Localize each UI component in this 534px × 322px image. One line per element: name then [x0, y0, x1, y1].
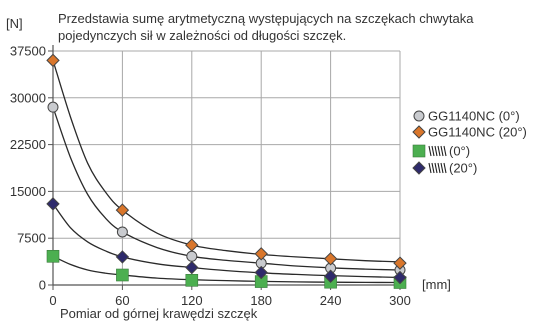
x-tick-labels: 0 60 120 180 240 300 [49, 293, 410, 308]
legend-item-3: (20°) [412, 161, 477, 176]
data-point-series-3 [254, 265, 268, 280]
data-point-series-1 [393, 256, 407, 270]
y-tick-label: 0 [39, 278, 46, 293]
legend-label: (0°) [449, 144, 470, 159]
x-unit-label: [mm] [422, 277, 451, 292]
series-curve-1 [52, 60, 401, 263]
legend-marker [413, 110, 425, 122]
y-tick-labels: 0 7500 15000 22500 30000 37500 [10, 44, 46, 293]
axes [48, 45, 406, 290]
legend: GG1140NC (0°)GG1140NC (20°) (0°) (20°) [412, 109, 527, 176]
y-tick-label: 37500 [10, 44, 46, 59]
legend-label: GG1140NC (0°) [428, 109, 520, 124]
legend-item-1: GG1140NC (20°) [412, 125, 527, 140]
data-point-series-1 [254, 247, 268, 261]
legend-marker [412, 144, 426, 158]
chart-subtitle-line-2: pojedynczych sił w zależności od długośc… [58, 28, 346, 43]
x-tick-label: 180 [250, 293, 272, 308]
x-tick-label: 0 [49, 293, 56, 308]
y-tick-label: 7500 [17, 231, 46, 246]
legend-label: GG1140NC (20°) [428, 125, 527, 140]
data-point-series-0 [116, 226, 128, 238]
data-point-series-3 [323, 269, 338, 283]
y-unit-label: [N] [6, 16, 23, 31]
data-point-series-3 [185, 260, 199, 275]
data-point-series-1 [46, 53, 60, 68]
data-point-series-2 [116, 268, 129, 282]
legend-item-0: GG1140NC (0°) [413, 109, 520, 124]
x-tick-label: 300 [389, 293, 411, 308]
series-curve-3 [52, 203, 401, 279]
logo-glyph-icon [428, 145, 447, 157]
data-point-series-1 [115, 203, 130, 217]
x-tick-label: 120 [181, 293, 203, 308]
data-point-series-2 [185, 274, 199, 287]
x-tick-label: 240 [320, 293, 342, 308]
series-curves [52, 60, 401, 284]
y-tick-label: 15000 [10, 184, 46, 199]
legend-item-2: (0°) [412, 144, 470, 159]
logo-glyph-icon [428, 162, 447, 174]
data-point-series-3 [393, 270, 407, 285]
grid [53, 50, 401, 285]
x-tick-label: 60 [115, 293, 129, 308]
y-tick-label: 30000 [10, 90, 46, 105]
legend-marker [412, 125, 426, 139]
data-point-series-0 [186, 250, 198, 262]
data-point-series-1 [185, 238, 199, 252]
series-markers [46, 53, 407, 289]
series-curve-0 [52, 106, 401, 271]
data-point-series-3 [115, 250, 130, 264]
data-point-series-1 [323, 252, 338, 266]
data-point-series-0 [47, 101, 59, 113]
legend-marker [412, 161, 426, 175]
chart-subtitle-line-1: Przedstawia sumę arytmetyczną występując… [58, 11, 474, 26]
legend-label: (20°) [449, 161, 477, 176]
x-axis-label: Pomiar od górnej krawędzi szczęk [60, 306, 258, 321]
data-point-series-3 [46, 197, 60, 211]
data-point-series-2 [46, 249, 60, 263]
y-tick-label: 22500 [10, 137, 46, 152]
